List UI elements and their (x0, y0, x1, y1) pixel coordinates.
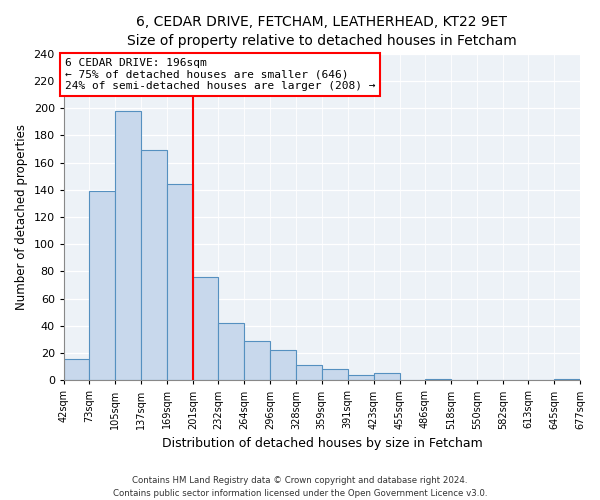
Bar (193, 277, 218, 380)
Bar (167, 184, 193, 380)
Bar (89, 191, 115, 380)
Text: Contains HM Land Registry data © Crown copyright and database right 2024.
Contai: Contains HM Land Registry data © Crown c… (113, 476, 487, 498)
Title: 6, CEDAR DRIVE, FETCHAM, LEATHERHEAD, KT22 9ET
Size of property relative to deta: 6, CEDAR DRIVE, FETCHAM, LEATHERHEAD, KT… (127, 15, 517, 48)
Bar (115, 111, 141, 380)
Bar (270, 350, 296, 380)
Bar (347, 375, 374, 380)
Y-axis label: Number of detached properties: Number of detached properties (15, 124, 28, 310)
Bar (141, 150, 167, 380)
Bar (218, 323, 244, 380)
Text: 6 CEDAR DRIVE: 196sqm
← 75% of detached houses are smaller (646)
24% of semi-det: 6 CEDAR DRIVE: 196sqm ← 75% of detached … (65, 58, 375, 91)
Bar (374, 374, 400, 380)
Bar (425, 379, 451, 380)
Bar (244, 341, 270, 380)
Bar (322, 370, 347, 380)
Bar (554, 379, 580, 380)
Bar (64, 358, 89, 380)
X-axis label: Distribution of detached houses by size in Fetcham: Distribution of detached houses by size … (161, 437, 482, 450)
Bar (296, 366, 322, 380)
